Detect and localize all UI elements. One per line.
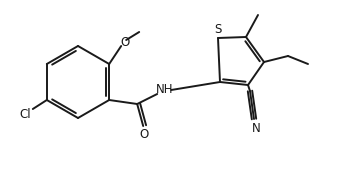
Text: O: O [140, 129, 149, 142]
Text: S: S [214, 23, 222, 36]
Text: N: N [252, 122, 260, 134]
Text: O: O [120, 36, 130, 48]
Text: NH: NH [156, 83, 173, 95]
Text: Cl: Cl [19, 107, 31, 120]
